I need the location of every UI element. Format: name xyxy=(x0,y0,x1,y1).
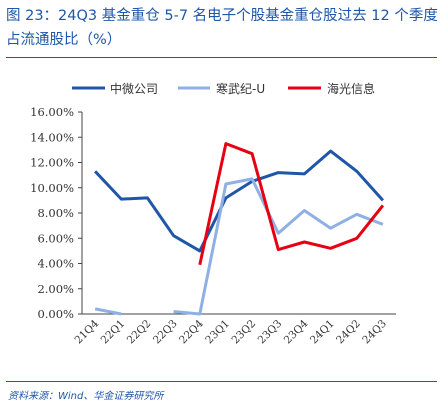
y-tick-label: 14.00% xyxy=(30,130,74,144)
x-tick-label: 23Q3 xyxy=(256,318,285,347)
legend-entry-1: 寒武纪-U xyxy=(178,81,265,96)
y-tick-label: 12.00% xyxy=(30,156,74,170)
x-tick-label: 23Q1 xyxy=(203,318,232,347)
x-tick-label: 24Q1 xyxy=(308,318,337,347)
source-divider xyxy=(6,381,437,382)
legend-label-0: 中微公司 xyxy=(110,81,158,96)
legend-entry-2: 海光信息 xyxy=(288,81,375,96)
x-tick-label: 21Q4 xyxy=(72,317,101,346)
y-axis: 0.00% 2.00% 4.00% 6.00% 8.00% 10.00% 12.00% 14.… xyxy=(30,105,83,321)
y-tick-label: 10.00% xyxy=(30,181,74,195)
x-tick-label: 22Q3 xyxy=(151,318,180,347)
y-tick-label: 0.00% xyxy=(37,307,74,321)
series-line-2 xyxy=(198,142,385,266)
legend: 中微公司 寒武纪-U 海光信息 xyxy=(72,81,375,96)
x-tick-label: 23Q2 xyxy=(229,318,258,347)
legend-label-1: 寒武纪-U xyxy=(216,81,265,96)
legend-entry-0: 中微公司 xyxy=(72,81,158,96)
series-line-1 xyxy=(94,177,384,316)
x-tick-label: 22Q4 xyxy=(177,317,206,346)
y-tick-label: 2.00% xyxy=(37,282,74,296)
title-divider xyxy=(6,57,437,58)
y-tick-label: 6.00% xyxy=(37,231,74,245)
line-chart: 中微公司 寒武纪-U 海光信息 0.00% 2.00% 4.00% 6.00% 8.00… xyxy=(30,81,396,347)
series-line-0 xyxy=(94,149,385,253)
x-axis: 21Q422Q122Q222Q322Q423Q123Q223Q323Q424Q1… xyxy=(72,313,396,347)
y-tick-label: 4.00% xyxy=(37,257,74,271)
y-tick-label: 8.00% xyxy=(37,206,74,220)
source-note: 资料来源：Wind、华金证券研究所 xyxy=(8,391,164,402)
x-tick-label: 24Q3 xyxy=(360,318,389,347)
x-tick-label: 22Q1 xyxy=(99,318,128,347)
chart-title: 图 23：24Q3 基金重仓 5-7 名电子个股基金重仓股过去 12 个季度占流… xyxy=(6,8,438,48)
series-lines xyxy=(94,142,385,316)
legend-label-2: 海光信息 xyxy=(327,81,375,96)
x-tick-label: 22Q2 xyxy=(125,318,154,347)
x-tick-label: 23Q4 xyxy=(282,317,311,346)
y-tick-label: 16.00% xyxy=(30,105,74,119)
x-tick-label: 24Q2 xyxy=(334,318,363,347)
